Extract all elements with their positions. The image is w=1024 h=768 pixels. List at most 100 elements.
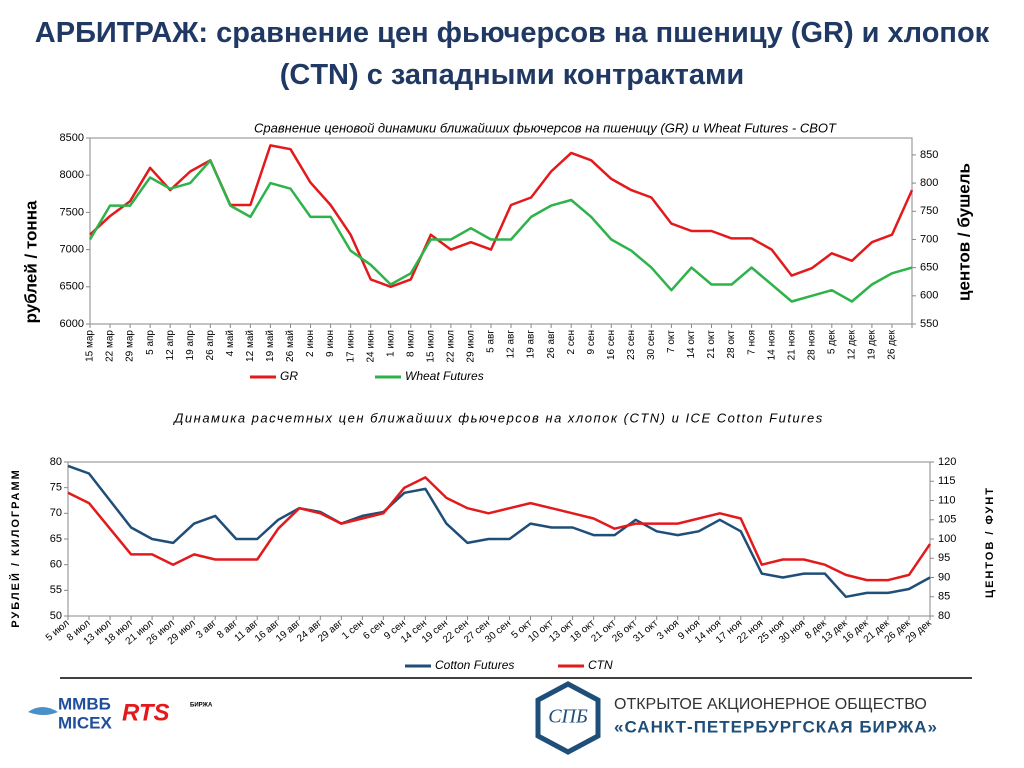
x-tick-label: 19 дек (867, 329, 878, 359)
legend-label: GR (280, 369, 298, 383)
x-tick-label: 30 сен (646, 330, 657, 360)
spb-logo: СПБ ОТКРЫТОЕ АКЦИОНЕРНОЕ ОБЩЕСТВО «САНКТ… (535, 681, 938, 755)
y-tick-label: 65 (50, 533, 62, 545)
legend-label: Wheat Futures (405, 369, 484, 383)
x-tick-label: 16 сен (606, 330, 617, 360)
plot-frame (89, 137, 913, 325)
y-axis-label: рублей / тонна (21, 200, 40, 323)
x-tick-label: 3 авг (194, 618, 219, 641)
y2-tick-label: 100 (938, 533, 956, 545)
x-tick-label: 22 мар (105, 330, 116, 362)
y-axis-label: РУБЛЕЙ / КИЛОГРАММ (9, 468, 22, 628)
x-tick-label: 29 июл (466, 330, 477, 363)
x-tick-label: 12 дек (846, 329, 857, 359)
chart-title: Сравнение ценовой динамики ближайших фью… (254, 120, 837, 135)
x-tick-label: 29 мар (125, 330, 136, 362)
x-tick-label: 21 ноя (786, 330, 797, 360)
x-tick-label: 28 окт (726, 330, 737, 359)
x-tick-label: 8 июл (405, 330, 416, 357)
y2-tick-label: 90 (938, 571, 950, 583)
series-line (88, 159, 913, 303)
x-tick-label: 3 ноя (655, 618, 681, 642)
x-tick-label: 26 май (285, 330, 296, 362)
page-title: АРБИТРАЖ: сравнение цен фьючерсов на пше… (34, 17, 990, 91)
x-tick-label: 5 авг (486, 330, 497, 353)
company-text: «САНКТ-ПЕТЕРБУРГСКАЯ БИРЖА» (614, 717, 938, 736)
logo-text: БИРЖА (190, 703, 213, 709)
x-tick-label: 5 дек (826, 329, 837, 354)
micex-logo: ММВБ MICEX RTS БИРЖА (28, 694, 213, 732)
y-tick-label: 55 (50, 584, 62, 596)
x-tick-label: 19 апр (185, 330, 196, 361)
x-tick-label: 12 апр (165, 330, 176, 361)
series-line (67, 464, 931, 599)
x-tick-label: 26 авг (546, 330, 557, 359)
y2-tick-label: 550 (920, 318, 938, 330)
x-tick-label: 24 июн (365, 330, 376, 363)
x-tick-label: 12 май (245, 330, 256, 362)
y-tick-label: 50 (50, 610, 62, 622)
y2-axis-label: ЦЕНТОВ / ФУНТ (984, 486, 996, 598)
x-tick-label: 1 июл (385, 330, 396, 357)
y-tick-label: 6000 (60, 318, 84, 330)
x-tick-label: 5 апр (145, 330, 156, 355)
y2-tick-label: 110 (938, 494, 956, 506)
y2-tick-label: 85 (938, 591, 950, 603)
x-tick-label: 22 июл (446, 330, 457, 363)
y-tick-label: 8000 (60, 169, 84, 181)
y-tick-label: 75 (50, 482, 62, 494)
x-tick-label: 7 окт (666, 330, 677, 353)
x-tick-label: 26 дек (887, 329, 898, 359)
y-tick-label: 6500 (60, 281, 84, 293)
y2-tick-label: 115 (938, 475, 956, 487)
logo-text: ММВБ (58, 694, 111, 713)
logo-text: RTS (122, 699, 170, 726)
x-tick-label: 15 мар (85, 330, 96, 362)
y2-axis-label: центов / бушель (954, 163, 973, 301)
legend-label: Cotton Futures (435, 658, 514, 672)
y2-tick-label: 105 (938, 514, 956, 526)
x-tick-label: 19 авг (526, 330, 537, 359)
x-tick-label: 2 сен (566, 330, 577, 354)
y2-tick-label: 800 (920, 177, 938, 189)
x-tick-label: 17 июн (345, 330, 356, 363)
y2-tick-label: 750 (920, 205, 938, 217)
x-tick-label: 1 сен (340, 618, 366, 642)
x-tick-label: 15 июл (425, 330, 436, 363)
y-tick-label: 8500 (60, 132, 84, 144)
x-tick-label: 31 окт (631, 618, 660, 645)
legend-label: CTN (588, 658, 613, 672)
x-tick-label: 4 май (225, 330, 236, 356)
x-tick-label: 9 сен (586, 330, 597, 354)
y2-tick-label: 700 (920, 233, 938, 245)
y2-tick-label: 600 (920, 290, 938, 302)
logo-text: MICEX (58, 713, 113, 732)
y-tick-label: 80 (50, 456, 62, 468)
x-tick-label: 9 июн (325, 330, 336, 357)
x-tick-label: 12 авг (506, 330, 517, 359)
y2-tick-label: 80 (938, 610, 950, 622)
x-tick-label: 21 окт (706, 330, 717, 359)
x-tick-label: 26 апр (205, 330, 216, 361)
x-tick-label: 2 июн (305, 330, 316, 357)
svg-text:СПБ: СПБ (548, 706, 588, 728)
x-tick-label: 23 сен (626, 330, 637, 360)
y2-tick-label: 120 (938, 456, 956, 468)
x-tick-label: 14 окт (686, 330, 697, 359)
y-tick-label: 7000 (60, 244, 84, 256)
x-tick-label: 19 май (265, 330, 276, 362)
y2-tick-label: 95 (938, 552, 950, 564)
x-tick-label: 28 ноя (806, 330, 817, 360)
y-tick-label: 70 (50, 507, 62, 519)
x-tick-label: 14 ноя (766, 330, 777, 360)
y-tick-label: 7500 (60, 206, 84, 218)
series-line (67, 476, 932, 582)
company-text: ОТКРЫТОЕ АКЦИОНЕРНОЕ ОБЩЕСТВО (614, 696, 927, 713)
chart-title: Динамика расчетных цен ближайших фьючерс… (172, 410, 823, 425)
x-tick-label: 7 ноя (746, 330, 757, 355)
y-tick-label: 60 (50, 559, 62, 571)
y2-tick-label: 650 (920, 262, 938, 274)
x-tick-label: 6 сен (361, 618, 387, 642)
